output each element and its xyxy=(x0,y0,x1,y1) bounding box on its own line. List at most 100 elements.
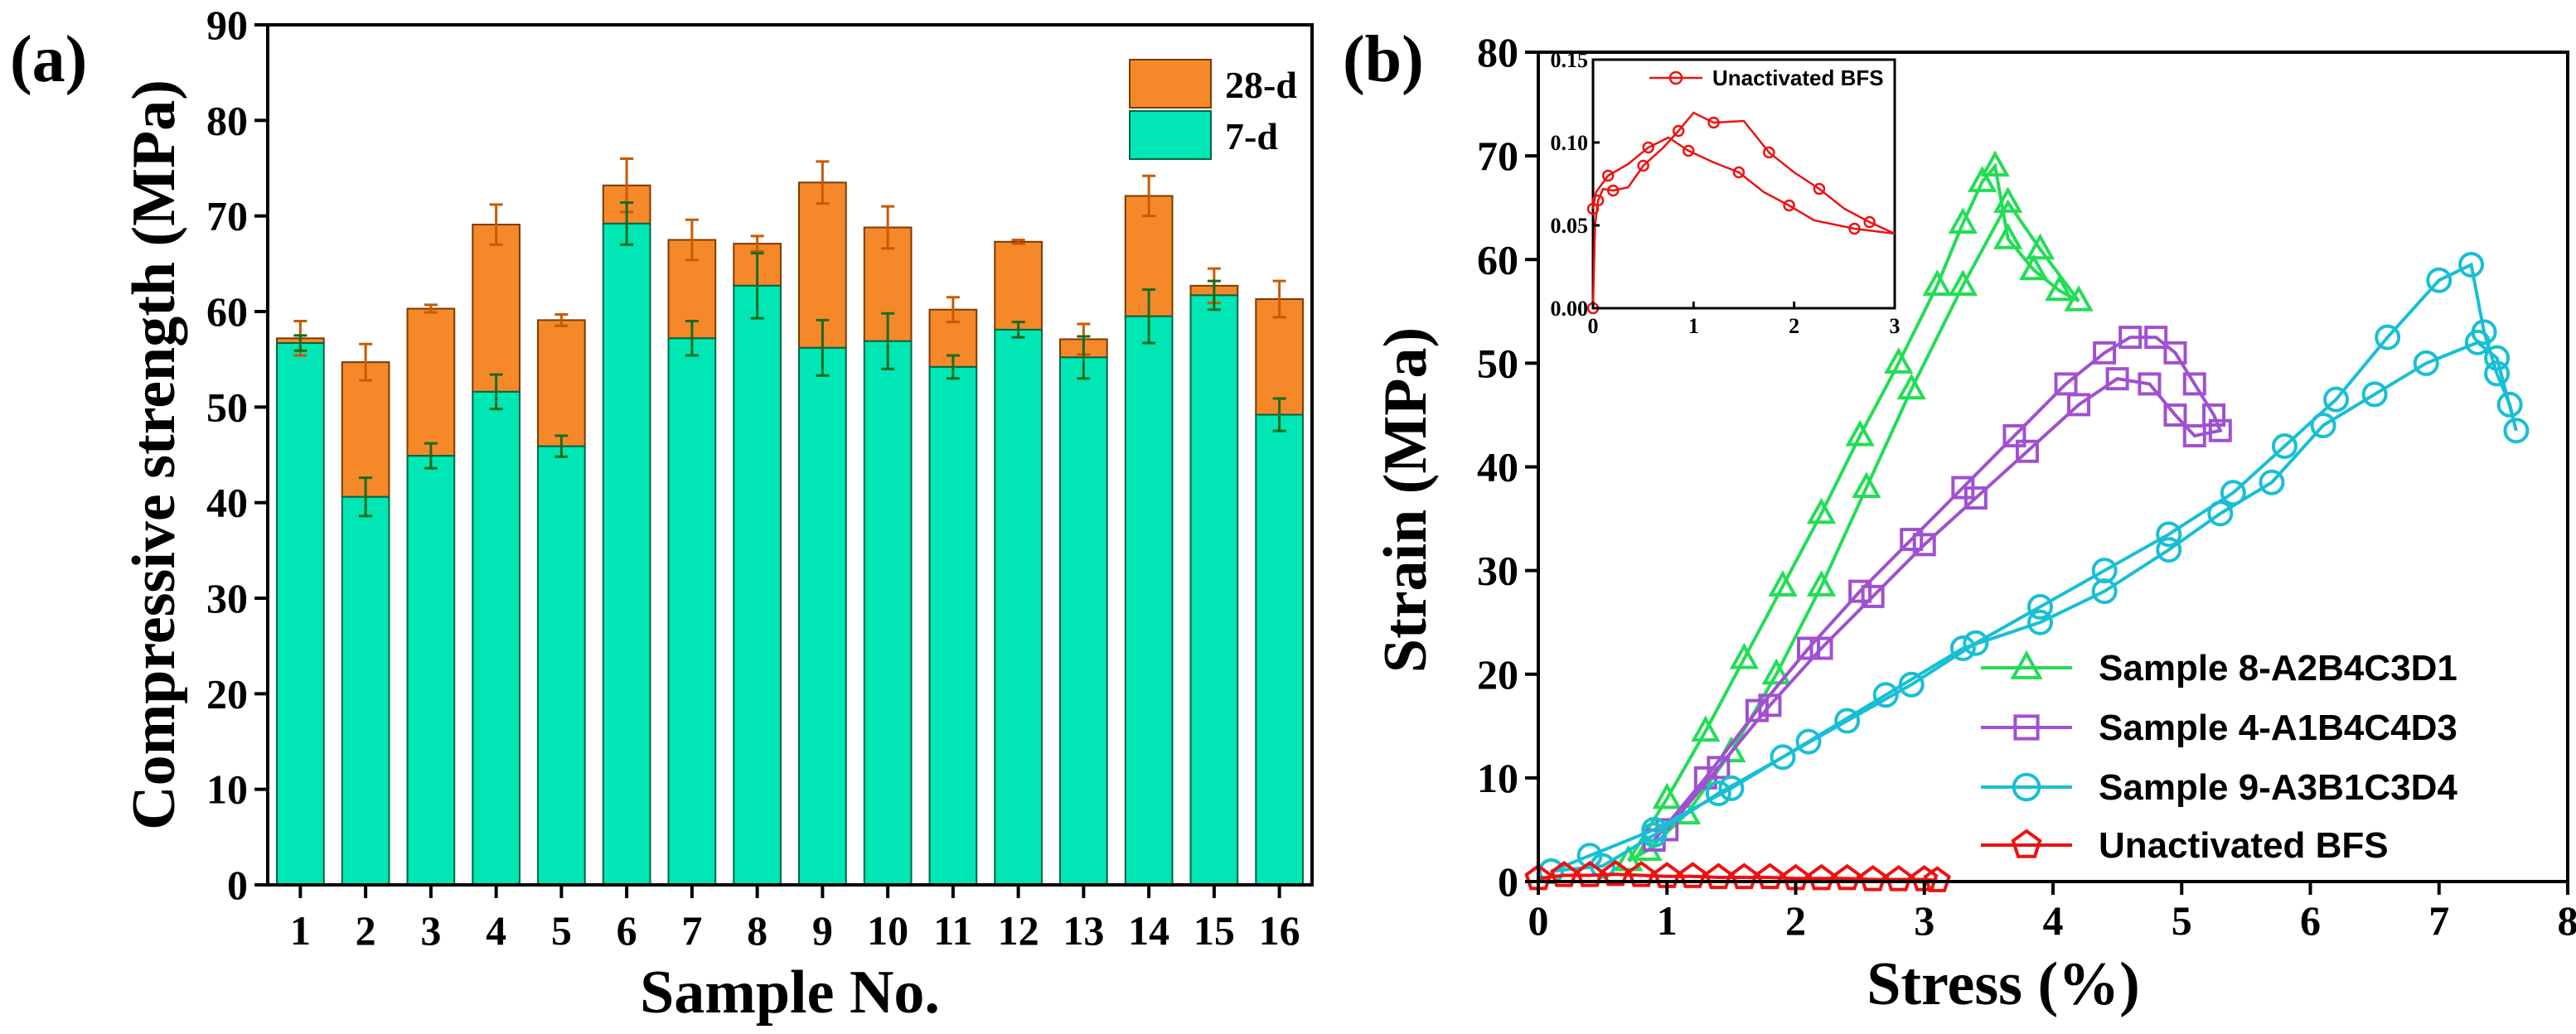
bar-28d-2 xyxy=(341,361,390,498)
data-point xyxy=(2045,274,2075,302)
data-point xyxy=(2310,412,2336,438)
bar-7d-13 xyxy=(1059,356,1108,886)
x-tick-label: 9 xyxy=(812,907,833,954)
data-point xyxy=(2458,252,2485,278)
bar-28d-5 xyxy=(537,319,586,447)
x-tick-label: 2 xyxy=(1785,897,1806,944)
data-point xyxy=(2156,521,2182,548)
error-bar-7d-12 xyxy=(1011,321,1025,339)
bar-28d-4 xyxy=(472,224,521,393)
data-point xyxy=(1993,223,2023,249)
y-tick-label: 80 xyxy=(1477,29,1518,75)
data-point xyxy=(1861,584,1885,608)
data-point xyxy=(1729,642,1760,669)
x-tick-label: 2 xyxy=(356,907,376,954)
error-bar-7d-15 xyxy=(1207,279,1221,312)
data-point xyxy=(1770,744,1796,771)
data-point xyxy=(1806,570,1837,597)
legend-marker-2 xyxy=(2013,714,2040,741)
data-point xyxy=(1678,862,1707,888)
data-point xyxy=(1768,570,1798,597)
y-tick-label: 0 xyxy=(227,862,248,908)
legend-label-sample9: Sample 9-A3B1C3D4 xyxy=(2099,767,2457,808)
data-point xyxy=(2105,367,2129,391)
data-point xyxy=(1627,861,1655,887)
plot-frame xyxy=(266,23,1314,887)
inset-point xyxy=(1586,202,1600,215)
bar-7d-15 xyxy=(1189,294,1239,887)
data-point xyxy=(2182,423,2206,447)
inset-x-tick-label: 1 xyxy=(1688,314,1699,338)
data-point xyxy=(1576,843,1603,869)
data-point xyxy=(1730,862,1759,890)
data-point xyxy=(2426,267,2453,293)
data-point xyxy=(1761,658,1791,685)
data-point xyxy=(1755,862,1784,890)
legend-b: Sample 8-A2B4C3D1 Sample 4-A1B4C4D3 Samp… xyxy=(1981,648,2457,866)
x-tick-label: 0 xyxy=(1528,897,1549,944)
data-point xyxy=(2054,372,2078,396)
y-axis-title: Compressive strength (MPa) xyxy=(120,80,188,830)
inset-point xyxy=(1783,199,1795,212)
inset-chart: 0.00 0.05 0.10 0.15 0 1 2 3 Unactivated BFS xyxy=(1551,48,1901,338)
data-point xyxy=(2002,423,2026,447)
data-point xyxy=(2144,326,2168,350)
data-point xyxy=(2091,578,2118,605)
inset-point xyxy=(1732,166,1746,179)
inset-x-tick-label: 3 xyxy=(1890,314,1901,338)
data-point xyxy=(2163,341,2187,365)
bar-7d-6 xyxy=(602,222,651,887)
inset-y-tick-label: 0.00 xyxy=(1551,297,1589,321)
x-axis-title: Sample No. xyxy=(640,959,940,1027)
panel-label-a: (a) xyxy=(10,23,87,96)
data-point xyxy=(2026,593,2053,620)
data-point xyxy=(2503,418,2530,444)
data-point xyxy=(1707,756,1731,780)
data-point xyxy=(1922,269,1952,297)
error-bar-7d-7 xyxy=(685,320,699,357)
y-tick-label: 40 xyxy=(1477,444,1518,490)
x-tick-label: 7 xyxy=(2428,897,2449,944)
legend-label-sample8: Sample 8-A2B4C3D1 xyxy=(2099,648,2457,689)
data-point xyxy=(2019,254,2049,281)
data-point xyxy=(2138,372,2162,396)
data-point xyxy=(1963,630,1989,656)
data-point xyxy=(2163,403,2187,427)
data-point xyxy=(2025,233,2055,260)
data-point xyxy=(1948,207,1978,234)
data-point xyxy=(2208,418,2232,442)
inset-line xyxy=(1591,111,1896,309)
bar-7d-2 xyxy=(341,495,390,886)
inset-point xyxy=(1601,169,1615,182)
data-point xyxy=(1845,419,1875,447)
bar-7d-9 xyxy=(798,346,847,886)
data-point xyxy=(1807,863,1836,891)
data-point xyxy=(1745,698,1769,722)
data-point xyxy=(1900,528,1924,552)
data-point xyxy=(1652,782,1682,809)
data-point xyxy=(2202,403,2226,427)
x-tick-label: 1 xyxy=(1657,897,1678,944)
inset-point xyxy=(1672,124,1685,138)
series-4 xyxy=(1524,859,1951,892)
data-point xyxy=(1912,533,1936,557)
series-1 xyxy=(1614,150,2094,872)
bar-7d-5 xyxy=(537,445,586,886)
data-point xyxy=(1923,866,1951,892)
series-layer xyxy=(1524,150,2530,892)
bar-7d-10 xyxy=(863,340,913,886)
x-tick-label: 5 xyxy=(2172,897,2192,944)
error-bar-7d-16 xyxy=(1272,397,1286,432)
data-point xyxy=(1705,780,1731,807)
y-tick-label: 0 xyxy=(1498,858,1518,905)
y-tick-label: 50 xyxy=(1477,340,1518,386)
error-bar-7d-4 xyxy=(489,373,503,411)
x-tick-label: 4 xyxy=(2043,897,2064,944)
data-point xyxy=(2064,285,2094,312)
inset-y-tick-label: 0.10 xyxy=(1551,131,1589,155)
inset-point xyxy=(1707,116,1720,129)
error-bar-28d-7 xyxy=(685,218,699,262)
error-bar-28d-9 xyxy=(816,160,830,205)
error-bar-28d-5 xyxy=(554,312,569,327)
